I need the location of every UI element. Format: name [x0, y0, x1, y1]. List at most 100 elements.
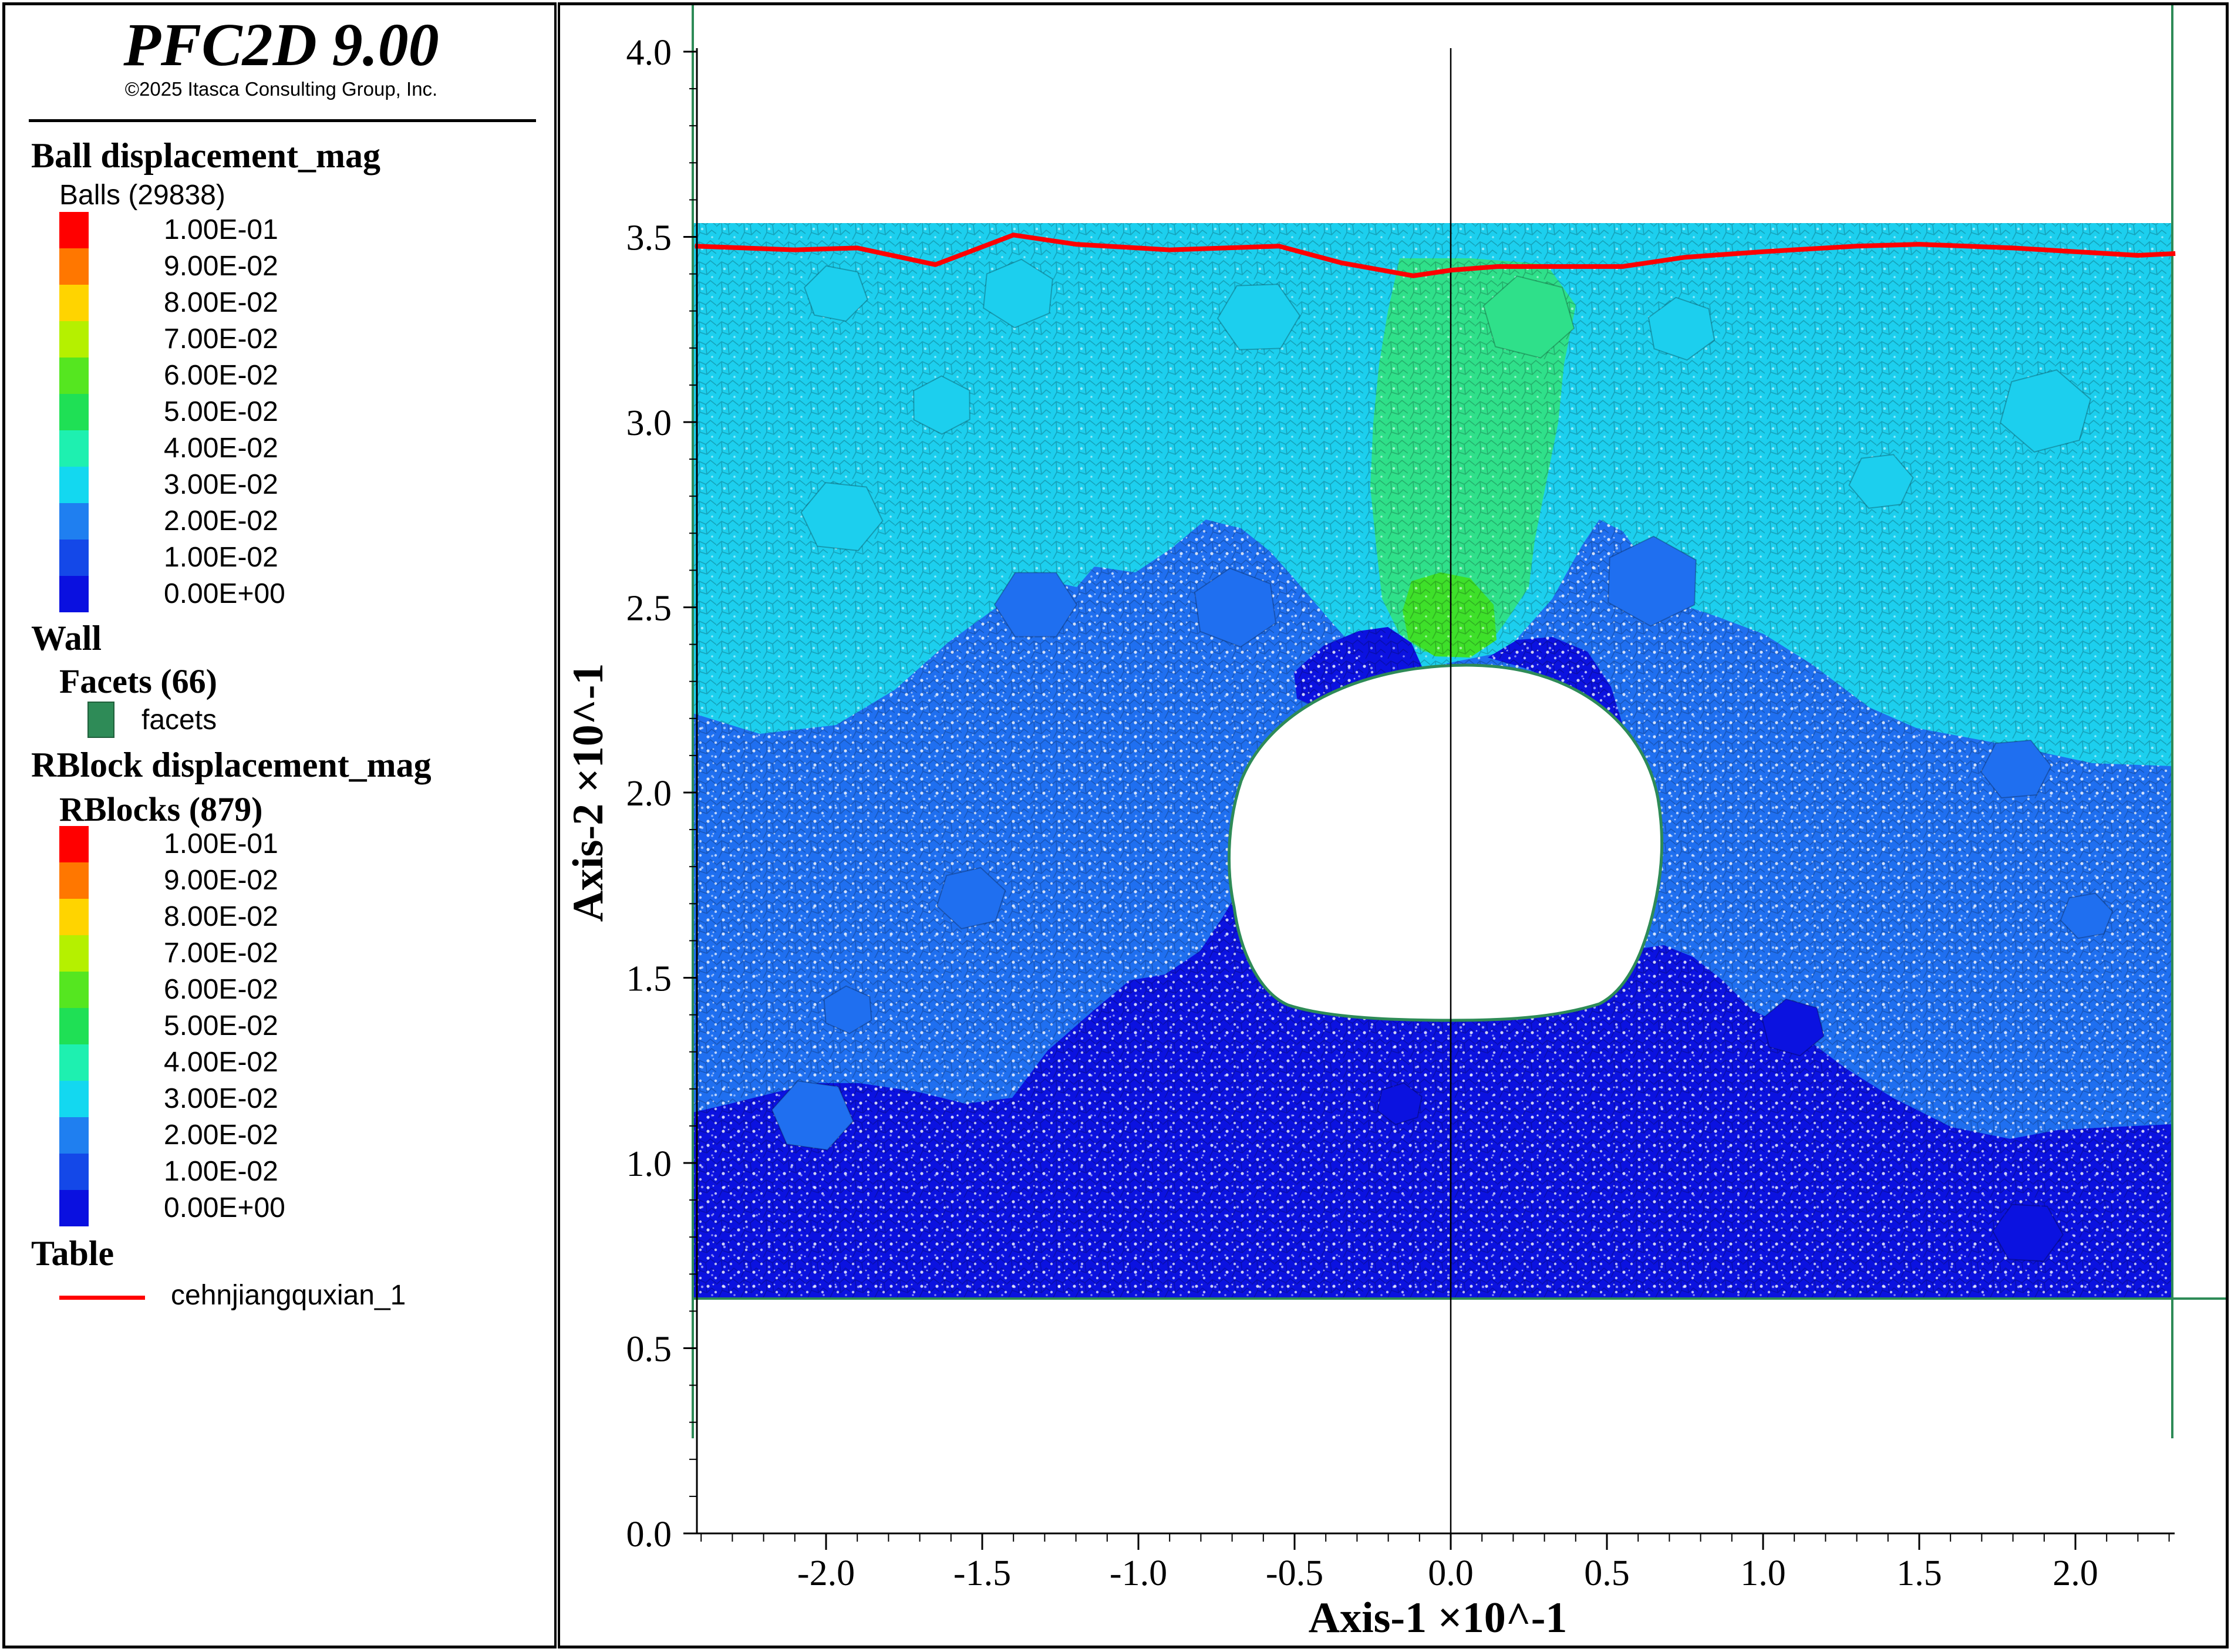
rblock-count-heading: RBlocks (879)	[59, 790, 263, 828]
plot-axes: -2.0 -1.5 -1.0 -0.5 0.0 0.5 1.0 1.5 2.0 0.0 0.5 1.…	[564, 33, 2175, 1642]
rblock-13	[1216, 284, 1301, 350]
rblock-10	[2060, 892, 2114, 939]
rblock-scale-swatch-8	[59, 1117, 89, 1154]
x-tick-label-0: -2.0	[797, 1553, 855, 1593]
y-tick-label-8: 4.0	[626, 33, 672, 73]
table-series-label: cehnjiangquxian_1	[171, 1280, 406, 1311]
rblock-scale-label-5: 5.00E-02	[164, 1010, 278, 1041]
rblock-6	[1761, 998, 1825, 1057]
ball-scale-label-8: 2.00E-02	[164, 505, 278, 537]
ball-scale-swatch-10	[59, 576, 89, 612]
rblock-17	[913, 375, 970, 435]
ball-legend-heading: Ball displacement_mag	[31, 136, 380, 175]
x-tick-label-5: 0.5	[1584, 1553, 1630, 1593]
rblock-scale-swatch-7	[59, 1081, 89, 1117]
rblock-3	[771, 1080, 854, 1151]
ball-count-label: Balls (29838)	[59, 180, 225, 211]
rblock-scale-swatch-6	[59, 1044, 89, 1081]
rblock-8	[1991, 1203, 2064, 1262]
y-tick-label-4: 2.0	[626, 774, 672, 814]
settlement-curve-line	[695, 232, 2176, 278]
ball-scale-swatch-3	[59, 321, 89, 358]
x-tick-label-7: 1.5	[1896, 1553, 1942, 1593]
rblock-scale-swatch-1	[59, 862, 89, 899]
tunnel-opening	[1228, 663, 1664, 1022]
rblock-11	[804, 265, 868, 322]
ball-scale-swatch-1	[59, 248, 89, 285]
ball-scale-swatch-5	[59, 394, 89, 430]
ball-scale-swatch-8	[59, 503, 89, 540]
header-divider	[29, 119, 536, 122]
ball-scale-label-7: 3.00E-02	[164, 469, 278, 500]
y-tick-label-5: 2.5	[626, 589, 672, 629]
ball-scale-label-6: 4.00E-02	[164, 433, 278, 464]
x-tick-label-1: -1.5	[953, 1553, 1011, 1593]
ball-scale-label-9: 1.00E-02	[164, 542, 278, 573]
rblock-scale-label-7: 3.00E-02	[164, 1083, 278, 1114]
rblock-scale-swatch-5	[59, 1008, 89, 1044]
rblock-scale-label-4: 6.00E-02	[164, 974, 278, 1005]
rblock-legend-heading: RBlock displacement_mag	[31, 746, 432, 784]
ball-scale-swatch-6	[59, 430, 89, 467]
rblock-scale-swatch-4	[59, 972, 89, 1008]
x-tick-label-4: 0.0	[1428, 1553, 1474, 1593]
ball-scale-swatch-0	[59, 212, 89, 248]
model-view-canvas[interactable]: -2.0 -1.5 -1.0 -0.5 0.0 0.5 1.0 1.5 2.0 0.0 0.5 1.…	[560, 5, 2226, 1646]
ball-scale-swatch-2	[59, 285, 89, 321]
rblock-scale-swatch-0	[59, 826, 89, 862]
x-tick-label-3: -0.5	[1266, 1553, 1323, 1593]
rblock-15	[2000, 369, 2091, 453]
legend-panel: PFC2D 9.00 ©2025 Itasca Consulting Group…	[2, 2, 557, 1648]
rblock-1	[1194, 567, 1277, 648]
ball-scale-label-3: 7.00E-02	[164, 323, 278, 355]
rblock-scale-swatch-10	[59, 1190, 89, 1226]
rblock-0	[993, 572, 1078, 638]
copyright-notice: ©2025 Itasca Consulting Group, Inc.	[124, 78, 438, 100]
rblock-7	[1377, 1082, 1423, 1125]
rblock-12	[983, 258, 1053, 329]
y-tick-label-2: 1.0	[626, 1144, 672, 1184]
table-series-line-swatch	[59, 1296, 145, 1300]
y-tick-label-7: 3.5	[626, 218, 672, 258]
y-axis-title: Axis-2 ×10^-1	[564, 663, 612, 922]
rblock-19	[1482, 275, 1575, 359]
plot-panel: -2.0 -1.5 -1.0 -0.5 0.0 0.5 1.0 1.5 2.0 0.0 0.5 1.…	[558, 2, 2229, 1648]
rblock-18	[1848, 454, 1914, 509]
rblock-scale-swatch-2	[59, 899, 89, 935]
app-title: PFC2D 9.00	[123, 11, 439, 79]
rblock-group	[771, 258, 2114, 1262]
ball-scale-label-5: 5.00E-02	[164, 396, 278, 427]
rblock-scale-label-9: 1.00E-02	[164, 1156, 278, 1187]
rblock-scale-label-2: 8.00E-02	[164, 901, 278, 932]
y-tick-label-1: 0.5	[626, 1330, 672, 1370]
y-tick-label-0: 0.0	[626, 1515, 672, 1555]
rblock-2	[936, 867, 1006, 930]
rblock-5	[1980, 739, 2052, 799]
ball-scale-label-1: 9.00E-02	[164, 251, 278, 282]
wall-legend-heading: Wall	[31, 619, 102, 658]
rblock-scale-label-0: 1.00E-01	[164, 828, 278, 859]
ball-scale-label-0: 1.00E-01	[164, 214, 278, 245]
rblock-scale-label-10: 0.00E+00	[164, 1192, 285, 1223]
rblock-4	[1607, 535, 1697, 627]
rblock-scale-swatch-3	[59, 935, 89, 972]
ball-scale-label-10: 0.00E+00	[164, 578, 285, 609]
rblock-scale-label-1: 9.00E-02	[164, 865, 278, 896]
y-tick-label-3: 1.5	[626, 959, 672, 999]
x-tick-label-2: -1.0	[1110, 1553, 1167, 1593]
rblock-scale-label-8: 2.00E-02	[164, 1120, 278, 1151]
x-tick-label-6: 1.0	[1740, 1553, 1786, 1593]
rblock-14	[1647, 296, 1716, 361]
facets-swatch	[87, 702, 114, 738]
rblock-9	[823, 985, 872, 1034]
y-tick-label-6: 3.0	[626, 403, 672, 443]
rblock-scale-swatch-9	[59, 1154, 89, 1190]
ball-scale-swatch-9	[59, 540, 89, 576]
x-axis-title: Axis-1 ×10^-1	[1309, 1594, 1568, 1642]
ball-scale-label-4: 6.00E-02	[164, 360, 278, 391]
table-legend-heading: Table	[31, 1234, 114, 1273]
y-axis-ticks: 0.0 0.5 1.0 1.5 2.0 2.5 3.0 3.5 4.0	[626, 33, 697, 1555]
rblock-scale-label-3: 7.00E-02	[164, 938, 278, 969]
facets-label: facets	[141, 704, 217, 736]
